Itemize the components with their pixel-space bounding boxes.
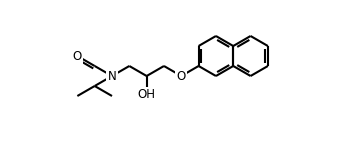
Text: O: O bbox=[176, 70, 186, 82]
Text: OH: OH bbox=[137, 89, 156, 102]
Text: N: N bbox=[108, 70, 116, 82]
Text: O: O bbox=[73, 49, 82, 62]
